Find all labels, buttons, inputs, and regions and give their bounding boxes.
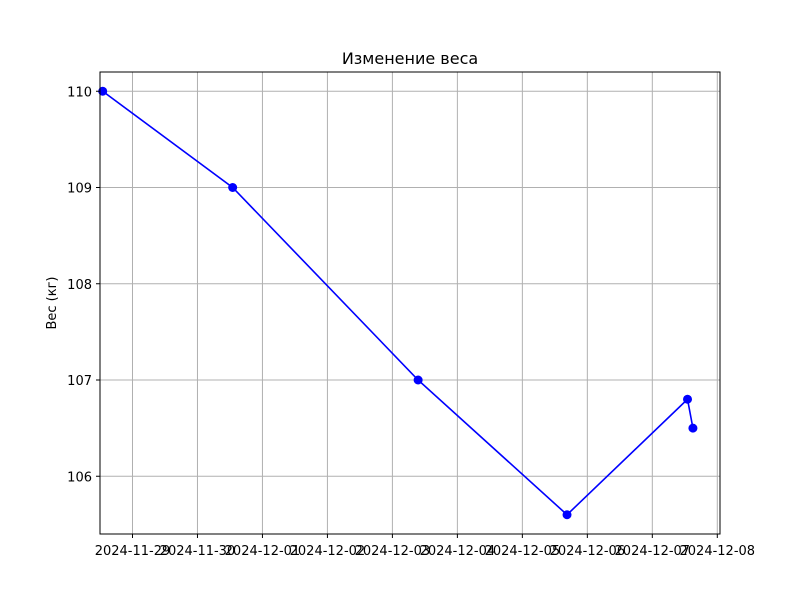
x-tick-label: 2024-11-30 — [160, 544, 236, 559]
y-tick-label: 107 — [67, 374, 92, 389]
data-point — [562, 510, 572, 520]
plot-frame — [99, 71, 721, 535]
data-point — [228, 183, 238, 192]
data-point — [688, 423, 698, 433]
x-tick-label: 2024-12-01 — [225, 544, 301, 559]
x-tick-label: 2024-12-03 — [355, 544, 431, 559]
ticks: 2024-11-292024-11-302024-12-012024-12-02… — [67, 85, 755, 559]
data-point — [683, 394, 693, 404]
x-tick-label: 2024-11-29 — [95, 544, 171, 559]
data-point — [413, 375, 423, 385]
x-tick-label: 2024-12-07 — [615, 544, 691, 559]
y-tick-label: 108 — [67, 278, 92, 293]
x-tick-label: 2024-12-06 — [550, 544, 626, 559]
y-axis-label: Вес (кг) — [45, 276, 60, 329]
grid — [100, 72, 720, 534]
chart-title: Изменение веса — [342, 49, 478, 68]
x-tick-label: 2024-12-05 — [485, 544, 561, 559]
y-tick-label: 109 — [67, 182, 92, 197]
series-line — [102, 90, 694, 516]
y-tick-label: 110 — [67, 85, 92, 100]
x-tick-label: 2024-12-04 — [420, 544, 496, 559]
y-tick-label: 106 — [67, 470, 92, 485]
x-tick-label: 2024-12-02 — [290, 544, 366, 559]
x-tick-label: 2024-12-08 — [680, 544, 756, 559]
